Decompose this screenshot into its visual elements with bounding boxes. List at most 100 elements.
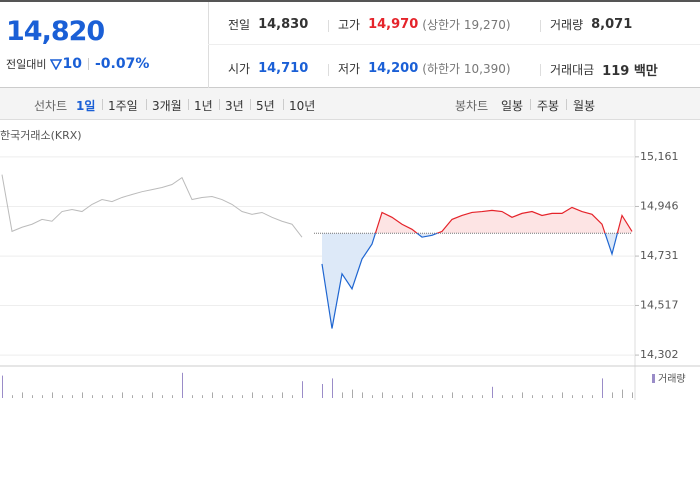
change-value: 10 (62, 56, 82, 72)
legend-label: 거래량 (658, 373, 686, 385)
volume-bar (292, 395, 293, 398)
divider (540, 64, 541, 76)
volume-bar (272, 395, 273, 398)
y-tick-label: 14,302 (640, 348, 679, 361)
volume-bar (212, 392, 213, 398)
volume-bar (362, 392, 363, 398)
price-line (321, 233, 619, 329)
tab[interactable]: 10년 (289, 99, 316, 113)
volume-bar (202, 395, 203, 398)
cell-value: 14,710 (258, 61, 309, 76)
quote-cell: 거래대금 119 백만 (550, 60, 658, 79)
volume-bar (12, 395, 13, 398)
tab[interactable]: 5년 (256, 99, 275, 113)
volume-bar (432, 395, 433, 398)
cell-label: 고가 (338, 18, 361, 32)
tab-sep (566, 99, 567, 110)
volume-bar (172, 395, 173, 398)
cell-label: 저가 (338, 62, 361, 76)
tab-sep (530, 99, 531, 110)
volume-bar (102, 395, 103, 398)
volume-bar (92, 395, 93, 398)
volume-bar (252, 392, 253, 398)
y-tick-label: 15,161 (640, 150, 679, 163)
tab[interactable]: 월봉 (573, 99, 596, 113)
source-label: 한국거래소(KRX) (0, 129, 82, 142)
volume-bar (562, 392, 563, 398)
chart: 한국거래소(KRX) 15,161 14,946 14,731 14,517 14,302… (0, 120, 700, 400)
cell-note: (상한가 19,270) (422, 18, 511, 32)
volume-bar (262, 395, 263, 398)
y-tick-label: 14,731 (640, 249, 679, 262)
volume-bar (382, 392, 383, 398)
price: 14,820 (6, 16, 105, 47)
tab[interactable]: 1년 (194, 99, 213, 113)
divider (540, 20, 541, 32)
tab[interactable]: 1일 (76, 99, 96, 113)
tab-sep (219, 99, 220, 110)
volume-bar (2, 375, 3, 398)
volume-bar (352, 389, 353, 398)
row-divider (208, 44, 700, 45)
volume-bar (442, 395, 443, 398)
divider (328, 20, 329, 32)
volume-bar (572, 395, 573, 398)
tab[interactable]: 3개월 (152, 99, 182, 113)
volume-bar (82, 392, 83, 398)
volume-bar (182, 372, 183, 398)
cell-label: 전일 (228, 18, 251, 32)
separator (87, 58, 89, 70)
y-tick-label: 14,517 (640, 298, 679, 311)
volume-bar (532, 395, 533, 398)
tab-sep (283, 99, 284, 110)
quote-cell: 고가 14,970 (상한가 19,270) (338, 16, 511, 33)
cell-value: 14,970 (368, 17, 419, 32)
volume-bar (492, 386, 493, 398)
price-line (1, 174, 303, 238)
volume-bar (32, 395, 33, 398)
quote-cell: 저가 14,200 (하한가 10,390) (338, 60, 511, 77)
tab-sep (102, 99, 103, 110)
volume-bar (322, 384, 323, 398)
tab-sep (146, 99, 147, 110)
volume-bar (632, 392, 633, 398)
volume-bar (512, 395, 513, 398)
volume-bar (452, 392, 453, 398)
area-fill (322, 233, 632, 329)
tab[interactable]: 일봉 (501, 99, 524, 113)
cell-value: 8,071 (591, 17, 633, 32)
legend-swatch (652, 374, 655, 383)
quote-cell: 시가 14,710 (228, 60, 308, 77)
change: 전일대비 10 -0.07% (6, 56, 149, 72)
volume-bar (162, 395, 163, 398)
volume-bar (42, 395, 43, 398)
volume-bar (582, 395, 583, 398)
volume-bar (62, 395, 63, 398)
tab[interactable]: 1주일 (108, 99, 138, 113)
area-fill (375, 207, 632, 234)
volume-bar (142, 395, 143, 398)
tab-bar: 선차트 1일 1주일 3개월 1년 3년 5년 10년 봉차트 일봉 주봉 월봉 (0, 88, 700, 120)
tab[interactable]: 주봉 (537, 99, 560, 113)
tab-group-label: 선차트 (34, 99, 68, 113)
cell-label: 시가 (228, 62, 251, 76)
volume-bar (412, 392, 413, 398)
volume-bar (542, 395, 543, 398)
volume-bar (612, 392, 613, 398)
cell-value: 119 백만 (602, 64, 658, 79)
volume-bar (132, 395, 133, 398)
volume-bar (242, 395, 243, 398)
volume-bar (152, 392, 153, 398)
quote-cell: 전일 14,830 (228, 16, 308, 33)
quote-cell: 거래량 8,071 (550, 16, 632, 33)
change-label: 전일대비 (6, 58, 47, 71)
volume-bar (402, 395, 403, 398)
volume-bar (122, 392, 123, 398)
tab[interactable]: 3년 (225, 99, 244, 113)
volume-bar (522, 392, 523, 398)
volume-bar (22, 392, 23, 398)
price-box: 14,820 전일대비 10 -0.07% (0, 2, 209, 88)
tab-sep (188, 99, 189, 110)
quote-panel: 14,820 전일대비 10 -0.07% 전일 14,830 고가 14,970 (상… (0, 0, 700, 88)
